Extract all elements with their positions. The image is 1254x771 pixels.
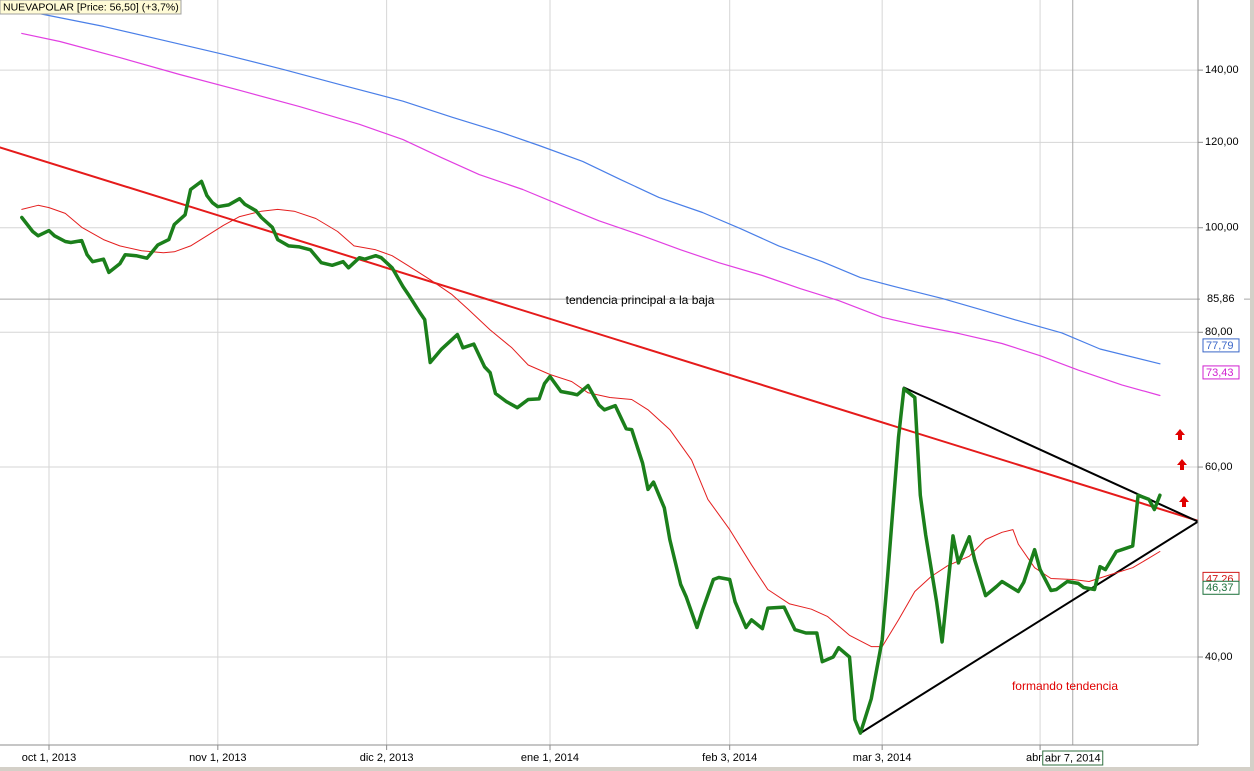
end-label-box <box>1202 580 1240 595</box>
x-tick-label: ene 1, 2014 <box>521 752 579 764</box>
up-arrow <box>1177 459 1187 470</box>
up-arrow <box>1175 429 1185 440</box>
annotation: formando tendencia <box>1012 679 1118 693</box>
x-tick-label: feb 3, 2014 <box>702 752 757 764</box>
y-tick-label: 100,00 <box>1205 222 1239 234</box>
end-label: 46,37 <box>1206 582 1234 594</box>
y-tick-label: 40,00 <box>1205 651 1233 663</box>
chart-title: NUEVAPOLAR [Price: 56,50] (+3,7%) <box>3 1 179 13</box>
axes: 40,00 60,00 80,00 100,00 120,00 140,00 oct 1, … <box>22 64 1239 764</box>
annotation: tendencia principal a la baja <box>566 293 715 307</box>
y-tick-label: 120,00 <box>1205 136 1239 148</box>
end-label-box <box>1202 338 1240 353</box>
crosshair-x-box <box>1042 750 1104 766</box>
trend-line <box>0 146 1198 522</box>
x-tick-label: oct 1, 2013 <box>22 752 76 764</box>
end-label-box <box>1202 365 1240 380</box>
x-tick-label: nov 1, 2013 <box>189 752 247 764</box>
crosshair-y-label: 85,86 <box>1207 293 1235 305</box>
series-line <box>20 179 1162 735</box>
y-tick-label: 60,00 <box>1205 461 1233 473</box>
y-tick-label: 140,00 <box>1205 64 1239 76</box>
crosshair-y-box <box>1200 292 1244 307</box>
series-line <box>21 204 1161 648</box>
title-box <box>0 0 182 15</box>
end-label: 73,43 <box>1206 367 1234 379</box>
plot-area <box>0 6 1198 735</box>
series-line <box>0 6 1161 365</box>
x-tick-label: mar 3, 2014 <box>853 752 912 764</box>
trend-line <box>859 520 1198 735</box>
up-arrow <box>1179 496 1189 507</box>
frame-bottom <box>0 767 1254 771</box>
frame-right <box>1250 0 1254 771</box>
series-line <box>21 32 1161 397</box>
y-tick-label: 80,00 <box>1205 326 1233 338</box>
crosshair-x-label: abr 7, 2014 <box>1045 752 1101 764</box>
x-tick-label: dic 2, 2013 <box>360 752 414 764</box>
end-label: 77,79 <box>1206 340 1234 352</box>
arrows <box>1175 429 1189 507</box>
